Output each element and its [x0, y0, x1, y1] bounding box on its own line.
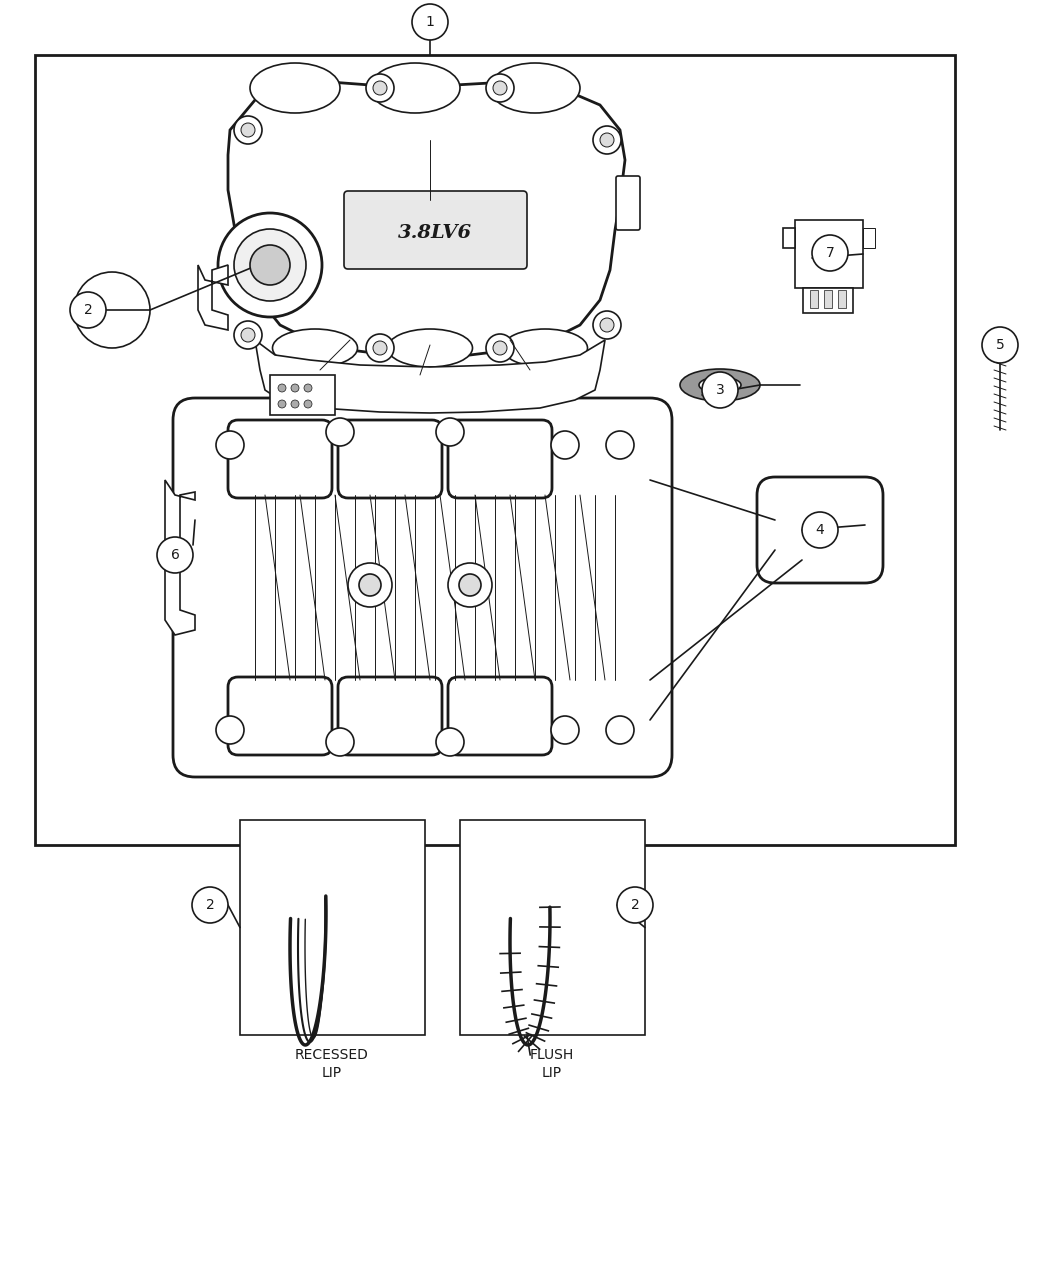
- Text: 2: 2: [84, 303, 92, 317]
- Circle shape: [982, 326, 1018, 363]
- FancyBboxPatch shape: [338, 419, 442, 499]
- Circle shape: [593, 311, 621, 339]
- Bar: [240, 820, 425, 1035]
- Text: RECESSED
LIP: RECESSED LIP: [295, 1048, 369, 1080]
- Bar: [35, 55, 956, 845]
- Circle shape: [359, 574, 381, 595]
- Bar: [783, 228, 795, 249]
- Circle shape: [326, 728, 354, 756]
- Bar: [824, 289, 832, 309]
- Circle shape: [366, 334, 394, 362]
- Bar: [270, 375, 335, 414]
- FancyBboxPatch shape: [173, 398, 672, 776]
- FancyBboxPatch shape: [448, 419, 552, 499]
- Circle shape: [242, 328, 255, 342]
- Circle shape: [304, 400, 312, 408]
- Circle shape: [70, 292, 106, 328]
- Circle shape: [486, 334, 514, 362]
- Circle shape: [436, 728, 464, 756]
- FancyBboxPatch shape: [448, 677, 552, 755]
- Circle shape: [486, 74, 514, 102]
- Circle shape: [436, 418, 464, 446]
- Polygon shape: [255, 340, 605, 413]
- Ellipse shape: [250, 62, 340, 113]
- Circle shape: [278, 384, 286, 391]
- Circle shape: [250, 245, 290, 286]
- Circle shape: [802, 513, 838, 548]
- Ellipse shape: [387, 329, 472, 367]
- Circle shape: [234, 116, 262, 144]
- Circle shape: [216, 717, 244, 745]
- Circle shape: [291, 384, 299, 391]
- Circle shape: [606, 431, 634, 459]
- Circle shape: [593, 126, 621, 154]
- Bar: [992, 348, 1008, 360]
- Circle shape: [234, 321, 262, 349]
- Text: 1: 1: [425, 15, 435, 29]
- FancyBboxPatch shape: [344, 191, 527, 269]
- FancyBboxPatch shape: [757, 477, 883, 583]
- FancyBboxPatch shape: [228, 419, 332, 499]
- Circle shape: [812, 235, 848, 272]
- Circle shape: [600, 133, 614, 147]
- Bar: [810, 289, 818, 309]
- Circle shape: [600, 317, 614, 332]
- Text: FLUSH
LIP: FLUSH LIP: [530, 1048, 574, 1080]
- Ellipse shape: [503, 329, 588, 367]
- Circle shape: [291, 400, 299, 408]
- Polygon shape: [228, 82, 625, 357]
- Polygon shape: [165, 479, 195, 635]
- Circle shape: [606, 717, 634, 745]
- Circle shape: [348, 564, 392, 607]
- Text: 5: 5: [995, 338, 1005, 352]
- FancyBboxPatch shape: [338, 677, 442, 755]
- Circle shape: [551, 717, 579, 745]
- Bar: [460, 820, 645, 1035]
- Ellipse shape: [273, 329, 357, 367]
- Circle shape: [326, 418, 354, 446]
- Text: 6: 6: [170, 548, 180, 562]
- Circle shape: [373, 82, 387, 96]
- Circle shape: [551, 431, 579, 459]
- Circle shape: [373, 340, 387, 354]
- Bar: [803, 288, 853, 312]
- Text: 3.8LV6: 3.8LV6: [398, 224, 472, 242]
- Bar: [795, 221, 863, 288]
- Text: 2: 2: [631, 898, 639, 912]
- Bar: [863, 228, 875, 249]
- Text: 2: 2: [206, 898, 214, 912]
- Circle shape: [702, 372, 738, 408]
- Circle shape: [234, 230, 306, 301]
- Text: 7: 7: [825, 246, 835, 260]
- Circle shape: [304, 384, 312, 391]
- Text: 4: 4: [816, 523, 824, 537]
- Ellipse shape: [490, 62, 580, 113]
- Circle shape: [216, 431, 244, 459]
- Circle shape: [459, 574, 481, 595]
- Ellipse shape: [699, 377, 741, 393]
- Circle shape: [494, 82, 507, 96]
- Circle shape: [366, 74, 394, 102]
- Circle shape: [242, 122, 255, 136]
- FancyBboxPatch shape: [228, 677, 332, 755]
- Circle shape: [192, 887, 228, 923]
- Circle shape: [412, 4, 448, 40]
- Circle shape: [617, 887, 653, 923]
- FancyBboxPatch shape: [616, 176, 640, 230]
- Circle shape: [494, 340, 507, 354]
- Circle shape: [158, 537, 193, 572]
- Circle shape: [278, 400, 286, 408]
- Ellipse shape: [370, 62, 460, 113]
- Text: 3: 3: [716, 382, 724, 397]
- Polygon shape: [198, 265, 228, 330]
- Circle shape: [218, 213, 322, 317]
- Bar: [838, 289, 846, 309]
- Ellipse shape: [680, 368, 760, 402]
- Circle shape: [448, 564, 492, 607]
